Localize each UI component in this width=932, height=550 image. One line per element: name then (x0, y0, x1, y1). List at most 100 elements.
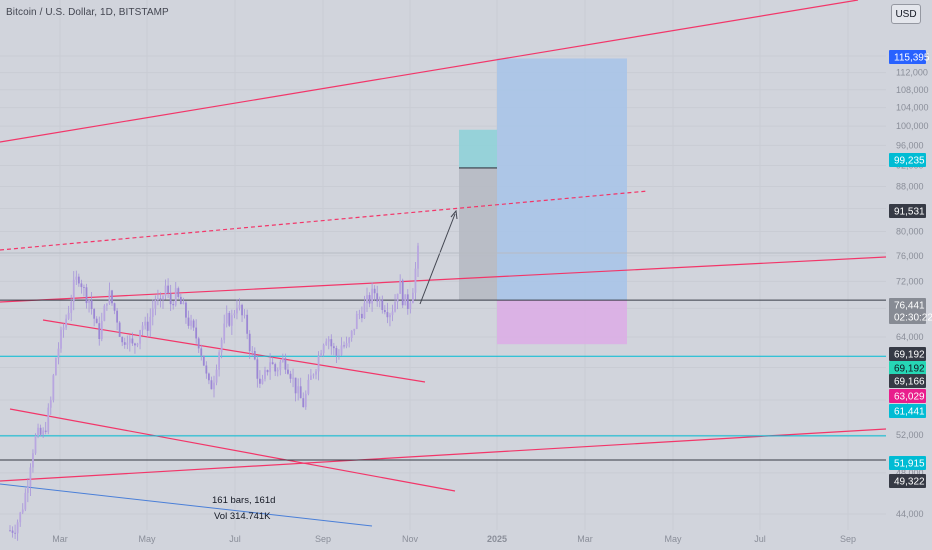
candle-body (75, 276, 78, 280)
candle-body (85, 287, 88, 304)
x-tick-label: Sep (840, 534, 856, 544)
candle-body (297, 386, 300, 394)
candle-body (151, 308, 154, 317)
price-tag: 91,531 (889, 204, 926, 218)
candle-body (274, 364, 277, 372)
volume-range-label: Vol 314.741K (214, 511, 271, 522)
x-tick-label: May (664, 534, 682, 544)
projection-arrow-line (419, 213, 456, 305)
candle-body (307, 379, 310, 394)
candle-body (292, 377, 294, 379)
price-tag: 51,915 (889, 456, 926, 470)
y-tick-label: 76,000 (896, 251, 924, 261)
candle-body (345, 343, 348, 347)
candle-body (246, 314, 249, 334)
candle-body (320, 353, 322, 357)
candle-body (213, 382, 215, 390)
candle-body (9, 530, 11, 532)
price-tag-label: 115,395 (894, 53, 930, 64)
candle-body (366, 295, 368, 304)
candle-body (317, 356, 320, 372)
candle-body (169, 293, 172, 305)
candle-body (197, 338, 200, 349)
candle-body (21, 509, 24, 513)
candle-body (80, 283, 83, 288)
channel-trendline (0, 0, 859, 143)
candle-body (223, 323, 226, 340)
candle-body (47, 407, 50, 432)
candle-body (304, 393, 307, 408)
candle-body (233, 313, 236, 316)
candle-body (144, 321, 147, 326)
price-tag-bg (889, 374, 926, 388)
channel-trendline (0, 256, 887, 303)
candle-body (368, 295, 371, 304)
candle-body (256, 359, 259, 379)
candle-body (230, 315, 233, 326)
candle-body (134, 343, 136, 346)
candle-body (202, 355, 205, 366)
candle-body (343, 345, 345, 347)
candle-body (162, 295, 164, 300)
y-tick-label: 108,000 (896, 85, 929, 95)
y-tick-label: 48,000 (896, 468, 924, 478)
candle-body (315, 371, 317, 375)
candle-body (42, 430, 45, 435)
candle-body (185, 302, 187, 318)
candle-body (128, 338, 131, 343)
blue-trendline (0, 483, 373, 527)
y-tick-label: 88,000 (896, 182, 924, 192)
candle-body (404, 294, 407, 306)
candle-body (195, 327, 198, 339)
price-tag: 69,192 (889, 347, 926, 361)
candle-body (106, 303, 108, 306)
candle-body (57, 348, 60, 359)
price-tag-label: 69,166 (894, 377, 925, 388)
candle-body (386, 312, 389, 318)
candle-body (146, 321, 149, 331)
y-tick-label: 80,000 (896, 227, 924, 237)
candle-body (90, 300, 93, 310)
candle-body (65, 318, 67, 328)
price-tag: 63,029 (889, 389, 926, 403)
x-tick-label: May (138, 534, 156, 544)
x-tick-label: 2025 (487, 534, 507, 544)
candle-body (327, 339, 330, 342)
candle-body (218, 352, 220, 370)
channel-trendline (42, 319, 426, 383)
candle-body (322, 344, 325, 354)
candle-body (16, 522, 19, 534)
candle-body (179, 296, 182, 305)
candle-body (100, 320, 103, 339)
candle-body (228, 312, 231, 326)
candle-body (139, 330, 141, 344)
candle-body (95, 318, 98, 324)
horizontal-lines (0, 252, 886, 461)
candle-body (164, 285, 167, 296)
candle-body (376, 293, 379, 302)
candle-body (236, 307, 238, 314)
candle-body (98, 323, 101, 339)
candle-body (371, 288, 373, 304)
candle-body (361, 313, 363, 319)
candle-body (174, 288, 177, 306)
y-tick-label: 64,000 (896, 332, 924, 342)
candle-body (302, 398, 305, 408)
candle-body (55, 358, 57, 376)
candle-body (332, 346, 335, 349)
position-boxes (459, 58, 627, 345)
currency-button[interactable]: USD (891, 4, 921, 24)
price-tag-label: 63,029 (894, 392, 925, 403)
candle-body (259, 378, 261, 384)
candle-body (192, 320, 195, 328)
candle-body (358, 313, 361, 315)
candle-body (353, 328, 356, 331)
candle-body (116, 310, 118, 323)
symbol-title: Bitcoin / U.S. Dollar, 1D, BITSTAMP (6, 7, 169, 18)
candle-body (289, 373, 292, 379)
price-tag: 99,235 (889, 153, 926, 167)
candle-body (276, 369, 279, 372)
